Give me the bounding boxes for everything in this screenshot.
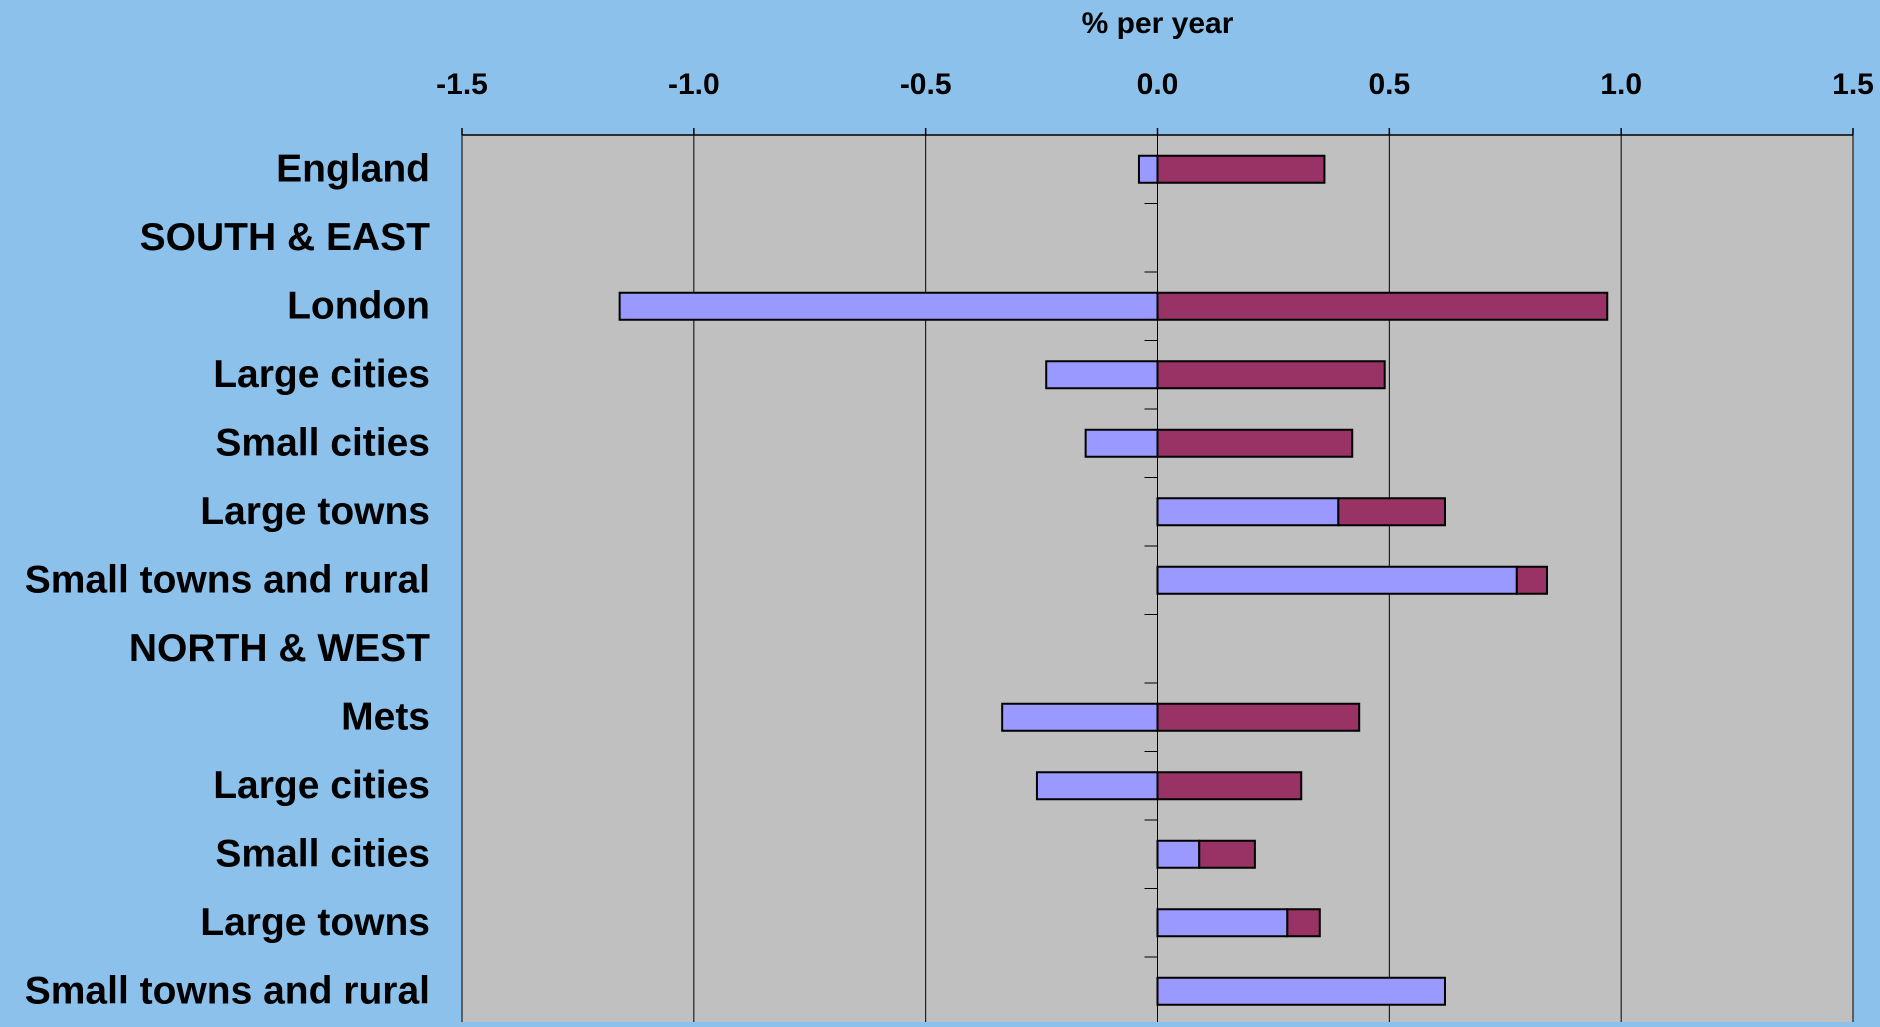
bar-series-1 xyxy=(1156,565,1518,595)
category-label: Large towns xyxy=(200,901,430,944)
bars xyxy=(618,154,1609,1006)
x-tick-label: 0.0 xyxy=(1137,68,1179,101)
bar-series-1 xyxy=(618,291,1159,321)
bar-series-2 xyxy=(1515,565,1548,595)
bar-series-2 xyxy=(1156,771,1303,801)
bar-series-1 xyxy=(1045,360,1159,390)
category-label: Small towns and rural xyxy=(25,558,430,601)
bar-series-1 xyxy=(1137,154,1159,184)
category-label: England xyxy=(276,147,430,190)
x-tick-label: -1.0 xyxy=(668,68,720,101)
bar-series-1 xyxy=(1156,497,1340,527)
bar-series-2 xyxy=(1156,291,1609,321)
category-label: Small cities xyxy=(215,832,430,875)
category-label: NORTH & WEST xyxy=(129,627,430,670)
category-label: Large towns xyxy=(200,490,430,533)
bar-series-2 xyxy=(1286,908,1321,938)
bar-series-1 xyxy=(1035,771,1159,801)
bar-series-2 xyxy=(1198,839,1256,869)
category-label: Large cities xyxy=(213,764,430,807)
x-tick-label: 0.5 xyxy=(1368,68,1410,101)
category-label: Small cities xyxy=(215,421,430,464)
category-label: SOUTH & EAST xyxy=(140,216,431,259)
category-label: Mets xyxy=(341,695,430,738)
x-tick-label: 1.5 xyxy=(1832,68,1874,101)
category-label: Small towns and rural xyxy=(25,969,430,1012)
bar-series-2 xyxy=(1337,497,1446,527)
x-tick-label: -0.5 xyxy=(900,68,952,101)
bar-series-2 xyxy=(1156,360,1386,390)
x-tick-label: -1.5 xyxy=(436,68,488,101)
category-label: London xyxy=(287,284,430,327)
bar-series-1 xyxy=(1084,428,1159,458)
bar-series-1 xyxy=(1156,839,1201,869)
bar-series-2 xyxy=(1156,702,1361,732)
bar-series-2 xyxy=(1156,428,1354,458)
x-axis-title: % per year xyxy=(1082,7,1234,40)
bar-series-1 xyxy=(1156,908,1289,938)
x-tick-label: 1.0 xyxy=(1600,68,1642,101)
bar-series-2 xyxy=(1156,154,1326,184)
axes: -1.5 -1.0 -0.5 0.0 0.5 1.0 1.5 England SOUTH & E… xyxy=(25,68,1874,1022)
bar-series-1 xyxy=(1001,702,1159,732)
category-label: Large cities xyxy=(213,353,430,396)
bar-series-1 xyxy=(1156,976,1446,1006)
